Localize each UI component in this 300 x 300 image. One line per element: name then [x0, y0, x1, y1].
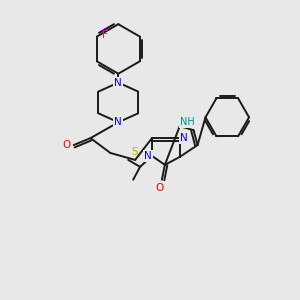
Text: N: N	[114, 117, 122, 127]
Text: N: N	[114, 78, 122, 88]
Text: S: S	[132, 147, 139, 157]
Text: NH: NH	[180, 117, 195, 127]
Text: O: O	[156, 183, 164, 193]
Text: O: O	[63, 140, 71, 150]
Text: N: N	[144, 151, 152, 161]
Text: N: N	[180, 133, 188, 143]
Text: F: F	[102, 30, 108, 40]
